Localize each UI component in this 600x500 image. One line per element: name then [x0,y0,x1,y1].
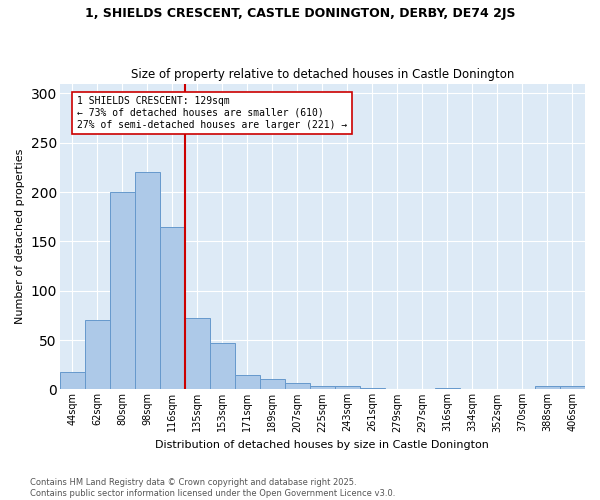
Bar [110,192,135,390]
Bar [60,372,85,390]
Bar [160,226,185,390]
Bar [85,320,110,390]
Text: 1 SHIELDS CRESCENT: 129sqm
← 73% of detached houses are smaller (610)
27% of sem: 1 SHIELDS CRESCENT: 129sqm ← 73% of deta… [77,96,347,130]
Bar [185,318,210,390]
Bar [210,343,235,390]
Bar [260,378,285,390]
Title: Size of property relative to detached houses in Castle Donington: Size of property relative to detached ho… [131,68,514,81]
Bar [535,386,560,390]
Bar [235,374,260,390]
Bar [560,386,585,390]
Y-axis label: Number of detached properties: Number of detached properties [15,149,25,324]
Bar [360,388,385,390]
Bar [135,172,160,390]
X-axis label: Distribution of detached houses by size in Castle Donington: Distribution of detached houses by size … [155,440,489,450]
Bar [335,386,360,390]
Bar [285,384,310,390]
Text: 1, SHIELDS CRESCENT, CASTLE DONINGTON, DERBY, DE74 2JS: 1, SHIELDS CRESCENT, CASTLE DONINGTON, D… [85,8,515,20]
Text: Contains HM Land Registry data © Crown copyright and database right 2025.
Contai: Contains HM Land Registry data © Crown c… [30,478,395,498]
Bar [435,388,460,390]
Bar [310,386,335,390]
